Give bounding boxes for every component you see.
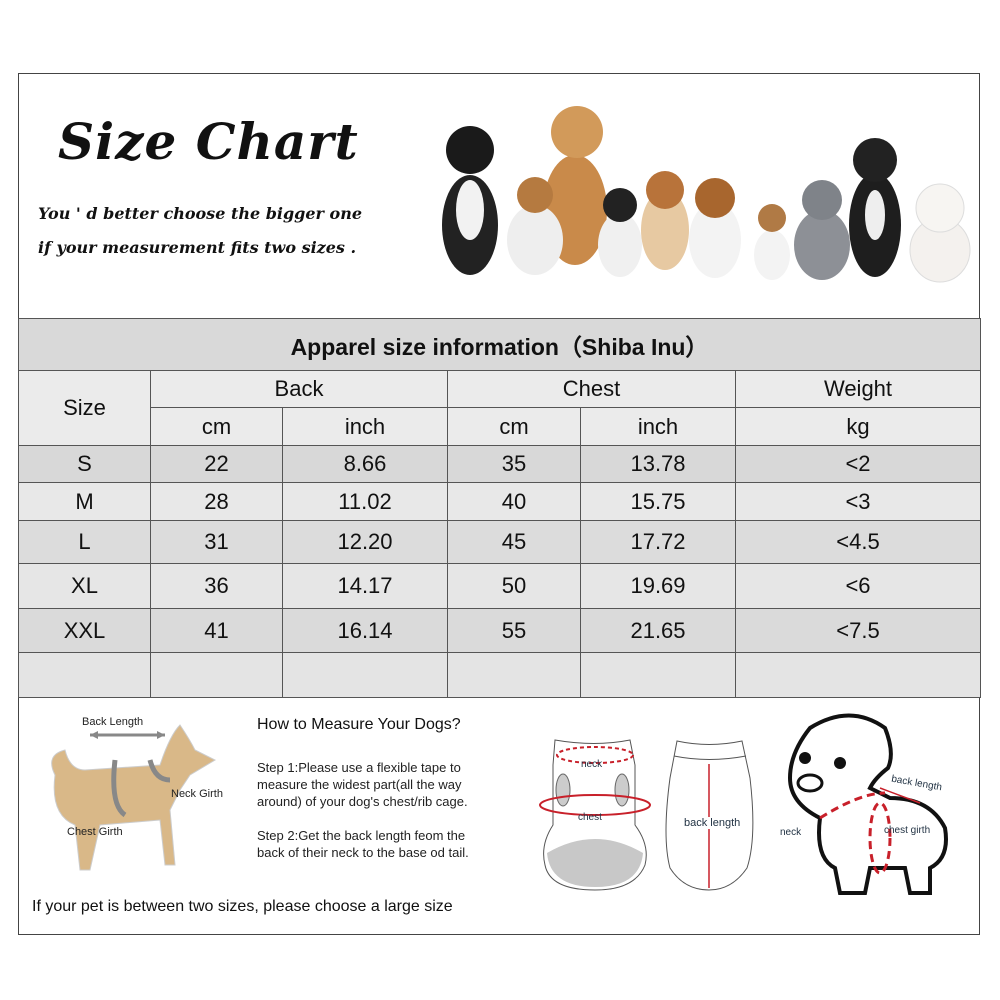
dog-border-collie	[442, 126, 498, 275]
cell: L	[18, 520, 151, 564]
cat-white-persian	[909, 183, 971, 283]
cell: <3	[735, 482, 981, 521]
cell: XL	[18, 563, 151, 609]
size-table: Apparel size information（Shiba Inu） Size…	[18, 318, 981, 698]
garment-label-neck: neck	[581, 759, 603, 770]
cell: 28	[150, 482, 283, 521]
how-to-measure-heading: How to Measure Your Dogs?	[257, 716, 461, 733]
header-chest: Chest	[447, 370, 736, 408]
cell: 17.72	[580, 520, 736, 564]
unit-chest-inch: inch	[580, 407, 736, 446]
unit-chest-cm: cm	[447, 407, 581, 446]
dog-chihuahua	[598, 188, 642, 277]
cell: 8.66	[282, 445, 448, 483]
cell: 41	[150, 608, 283, 653]
step-2: Step 2:Get the back length feom the back…	[257, 827, 469, 861]
unit-weight-kg: kg	[735, 407, 981, 446]
dog-beagle	[689, 178, 741, 278]
cell: 21.65	[580, 608, 736, 653]
cell: M	[18, 482, 151, 521]
cell: 35	[447, 445, 581, 483]
cartoon-label-chest-girth: chest girth	[884, 825, 931, 836]
cell: 50	[447, 563, 581, 609]
cell: 16.14	[282, 608, 448, 653]
cell: S	[18, 445, 151, 483]
cell: <7.5	[735, 608, 981, 653]
cell: 14.17	[282, 563, 448, 609]
cell: 13.78	[580, 445, 736, 483]
label-chest-girth: Chest Girth	[67, 826, 123, 838]
cartoon-puppy-illustration	[787, 713, 948, 895]
pets-photo	[442, 106, 971, 283]
step-2-line: Step 2:Get the back length feom the	[257, 828, 466, 843]
dog-puppy-small	[754, 204, 790, 280]
label-neck-girth: Neck Girth	[171, 788, 223, 800]
cell: <6	[735, 563, 981, 609]
cat-gray	[794, 180, 850, 280]
garment-back-illustration	[665, 740, 754, 891]
dog-pekingese	[641, 171, 689, 270]
cell: 36	[150, 563, 283, 609]
cell: <4.5	[735, 520, 981, 564]
table-row: XL 36 14.17 50 19.69 <6	[18, 563, 981, 609]
cell: 40	[447, 482, 581, 521]
header-back: Back	[150, 370, 448, 408]
cell: <2	[735, 445, 981, 483]
dog-french-bulldog	[849, 138, 901, 277]
cell: 22	[150, 445, 283, 483]
table-row: M 28 11.02 40 15.75 <3	[18, 482, 981, 521]
cell: 11.02	[282, 482, 448, 521]
unit-back-inch: inch	[282, 407, 448, 446]
dog-jack-russell	[507, 177, 563, 275]
cell: 19.69	[580, 563, 736, 609]
table-row: S 22 8.66 35 13.78 <2	[18, 445, 981, 483]
header-size: Size	[18, 370, 151, 446]
garment-label-chest: chest	[578, 812, 602, 823]
subtitle-line-2: if your measurement fits two sizes .	[38, 238, 357, 257]
cell: 15.75	[580, 482, 736, 521]
cell: 55	[447, 608, 581, 653]
garment-label-back-length: back length	[684, 817, 741, 829]
table-title: Apparel size information（Shiba Inu）	[18, 318, 981, 371]
footer-note: If your pet is between two sizes, please…	[32, 898, 453, 915]
table-row-empty	[18, 652, 981, 698]
garment-front-illustration	[539, 739, 651, 891]
header-weight: Weight	[735, 370, 981, 408]
subtitle-line-1: You ' d better choose the bigger one	[38, 204, 363, 223]
shiba-measure-illustration	[51, 724, 217, 871]
step-2-line: back of their neck to the base od tail.	[257, 845, 469, 860]
page-title: Size Chart	[58, 112, 359, 171]
cartoon-label-neck: neck	[780, 827, 802, 838]
step-1-line: measure the widest part(all the way	[257, 777, 462, 792]
cell: 31	[150, 520, 283, 564]
cell: XXL	[18, 608, 151, 653]
cell: 12.20	[282, 520, 448, 564]
label-back-length: Back Length	[82, 716, 144, 728]
step-1: Step 1:Please use a flexible tape to mea…	[257, 759, 468, 810]
step-1-line: Step 1:Please use a flexible tape to	[257, 760, 461, 775]
table-row: XXL 41 16.14 55 21.65 <7.5	[18, 608, 981, 653]
cell: 45	[447, 520, 581, 564]
table-row: L 31 12.20 45 17.72 <4.5	[18, 520, 981, 564]
unit-back-cm: cm	[150, 407, 283, 446]
step-1-line: around) of your dog's chest/rib cage.	[257, 794, 468, 809]
